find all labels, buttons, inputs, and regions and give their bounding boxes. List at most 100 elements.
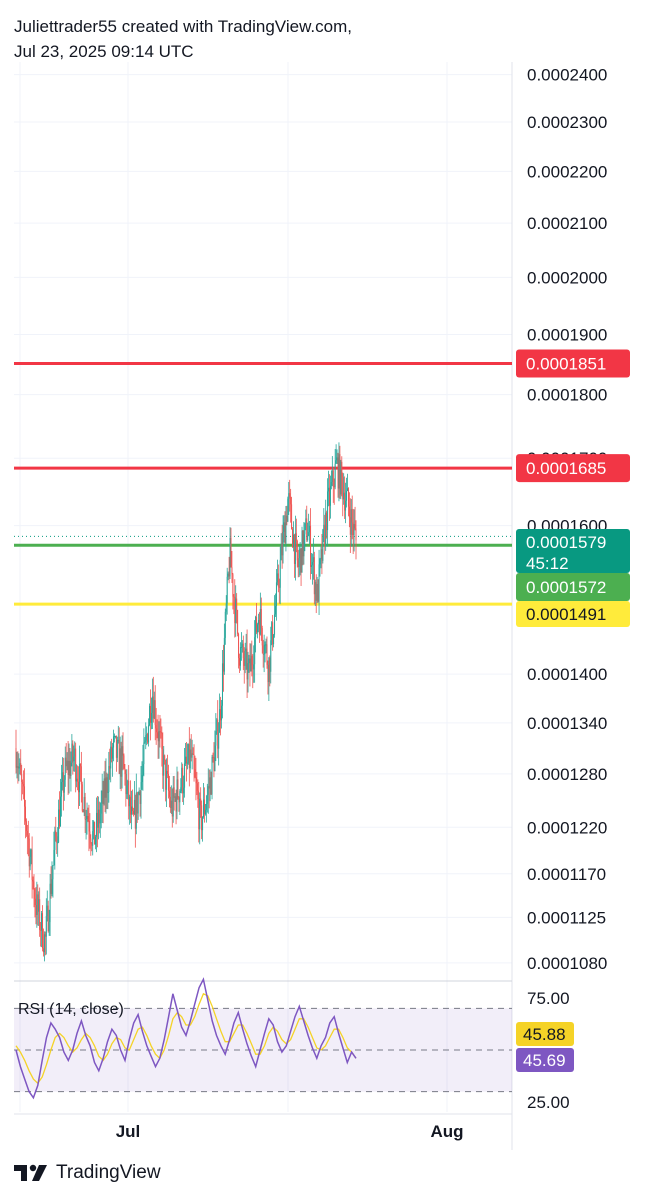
candle-body xyxy=(204,809,206,815)
candle-body xyxy=(198,799,200,830)
candle-body xyxy=(20,763,22,775)
candle-body xyxy=(212,757,214,759)
candle-body xyxy=(313,557,315,595)
candle-body xyxy=(161,732,163,750)
candle-body xyxy=(262,645,264,655)
candle-body xyxy=(274,614,276,635)
candle-body xyxy=(142,764,144,776)
candle-body xyxy=(192,753,194,755)
candle-body xyxy=(42,948,44,953)
candle-body xyxy=(318,564,320,602)
candle-body xyxy=(175,796,177,812)
candle-body xyxy=(251,655,253,666)
candle-body xyxy=(38,899,40,912)
candle-body xyxy=(255,616,257,638)
candle-body xyxy=(219,709,221,733)
candle-body xyxy=(40,929,42,931)
candle-body xyxy=(46,905,48,916)
candle-body xyxy=(162,749,164,776)
candle-body xyxy=(152,696,154,719)
candle-body xyxy=(307,535,309,541)
candle-body xyxy=(210,777,212,795)
level-label-0: 0.0001851 xyxy=(526,355,606,374)
candle-body xyxy=(104,778,106,798)
candle-body xyxy=(62,772,64,793)
candle-body xyxy=(44,934,46,937)
price-chart[interactable]: 0.0002400 0.0002300 0.0002200 0.0002100 0.00… xyxy=(0,0,661,1160)
candle-body xyxy=(260,608,262,629)
candle-body xyxy=(141,775,143,783)
candle-body xyxy=(107,791,109,793)
candle-body xyxy=(165,759,167,790)
candle-body xyxy=(297,560,299,567)
candle-body xyxy=(100,803,102,814)
candle-body xyxy=(18,766,20,769)
candle-body xyxy=(339,454,341,495)
candle-body xyxy=(156,728,158,733)
candle-body xyxy=(49,883,51,923)
candle-body xyxy=(172,787,174,817)
candle-body xyxy=(88,820,90,832)
candle-body xyxy=(28,838,30,867)
y-tick-label-4: 0.0002000 xyxy=(527,268,607,287)
candle-body xyxy=(267,664,269,683)
candle-body xyxy=(30,849,32,857)
last-price-tag-bg xyxy=(516,529,630,573)
candle-body xyxy=(109,766,111,769)
y-tick-label-2: 0.0002200 xyxy=(527,162,607,181)
candle-body xyxy=(167,773,169,791)
candle-body xyxy=(58,809,60,843)
candle-body xyxy=(82,810,84,813)
candle-body xyxy=(319,559,321,565)
candle-body xyxy=(98,809,100,824)
author-line: Juliettrader55 created with TradingView.… xyxy=(14,17,352,36)
candle-body xyxy=(75,748,77,782)
chart-header: Juliettrader55 created with TradingView.… xyxy=(14,14,352,64)
candle-body xyxy=(35,904,37,916)
candle-body xyxy=(121,746,123,777)
candle-body xyxy=(53,850,55,866)
candle-body xyxy=(45,915,47,937)
candle-body xyxy=(76,778,78,782)
candle-body xyxy=(132,810,134,814)
candle-body xyxy=(108,766,110,792)
y-tick-label-12: 0.0001220 xyxy=(527,818,607,837)
candle-body xyxy=(238,633,240,659)
candle-body xyxy=(59,809,61,827)
candle-body xyxy=(259,608,261,635)
candle-body xyxy=(160,732,162,734)
candle-body xyxy=(184,763,186,788)
candle-body xyxy=(285,515,287,544)
candle-body xyxy=(270,640,272,672)
candle-body xyxy=(133,799,135,814)
candle-body xyxy=(93,821,95,832)
candle-body xyxy=(344,492,346,511)
tradingview-brand[interactable]: TradingView xyxy=(14,1160,161,1186)
candle-body xyxy=(229,537,231,577)
candle-body xyxy=(291,504,293,530)
y-tick-label-5: 0.0001900 xyxy=(527,325,607,344)
candle-body xyxy=(111,746,113,759)
candle-body xyxy=(96,812,98,837)
candle-body xyxy=(187,744,189,763)
candle-body xyxy=(248,658,250,664)
candle-body xyxy=(15,748,17,768)
candle-body xyxy=(25,821,27,831)
candle-body xyxy=(74,748,76,757)
candle-body xyxy=(328,487,330,492)
candle-body xyxy=(217,719,219,749)
level-label-3-bg xyxy=(516,601,630,627)
candle-body xyxy=(174,796,176,798)
candle-body xyxy=(302,530,304,557)
y-tick-label-0: 0.0002400 xyxy=(527,66,607,85)
candle-body xyxy=(308,532,310,536)
candle-body xyxy=(303,534,305,557)
candle-body xyxy=(158,731,160,742)
candle-body xyxy=(268,657,270,683)
candle-body xyxy=(24,806,26,822)
candle-body xyxy=(218,732,220,749)
candle-body xyxy=(257,624,259,633)
candle-body xyxy=(246,648,248,680)
candle-body xyxy=(266,644,268,665)
y-tick-label-1: 0.0002300 xyxy=(527,113,607,132)
